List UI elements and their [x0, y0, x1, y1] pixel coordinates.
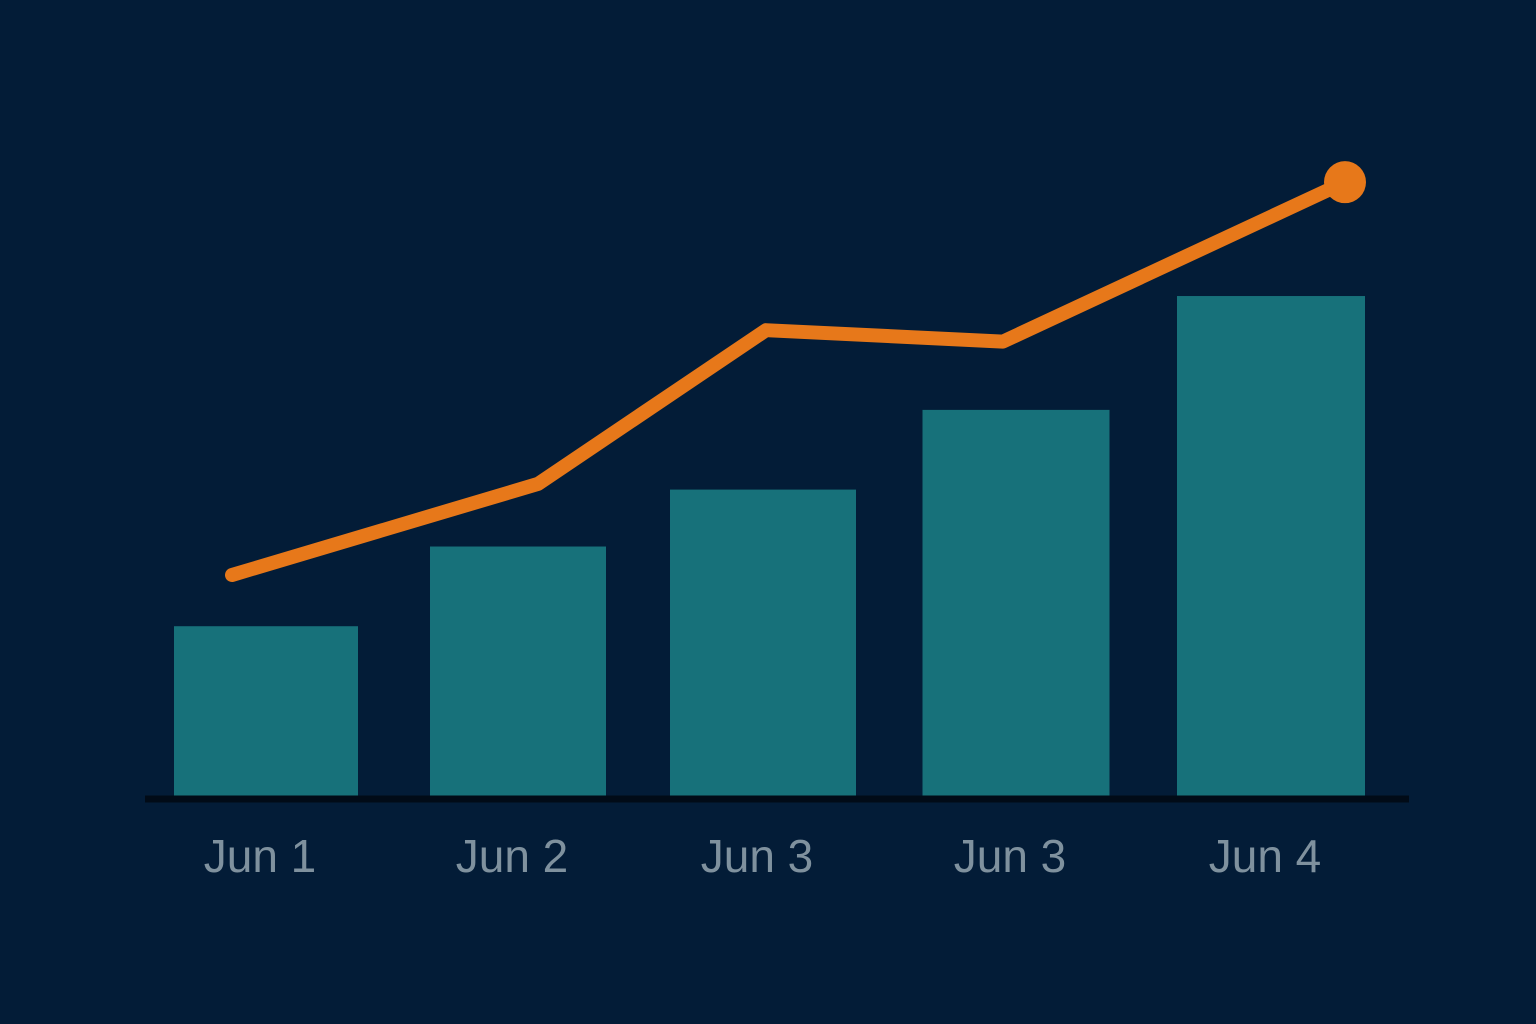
bar-1 [174, 626, 358, 797]
bar-2 [430, 546, 606, 797]
x-tick-label-3: Jun 3 [701, 830, 814, 882]
bar-4 [922, 409, 1110, 797]
trend-line [225, 175, 1352, 582]
line-series [225, 161, 1366, 582]
x-tick-label-4: Jun 3 [954, 830, 1067, 882]
bar-3 [670, 489, 856, 797]
bar-series [174, 296, 1365, 797]
bar-5 [1177, 296, 1365, 797]
x-tick-label-2: Jun 2 [456, 830, 569, 882]
x-tick-label-5: Jun 4 [1209, 830, 1322, 882]
x-axis-tick-labels: Jun 1 Jun 2 Jun 3 Jun 3 Jun 4 [204, 830, 1322, 882]
trend-line-end-point [1324, 161, 1366, 204]
x-tick-label-1: Jun 1 [204, 830, 317, 882]
